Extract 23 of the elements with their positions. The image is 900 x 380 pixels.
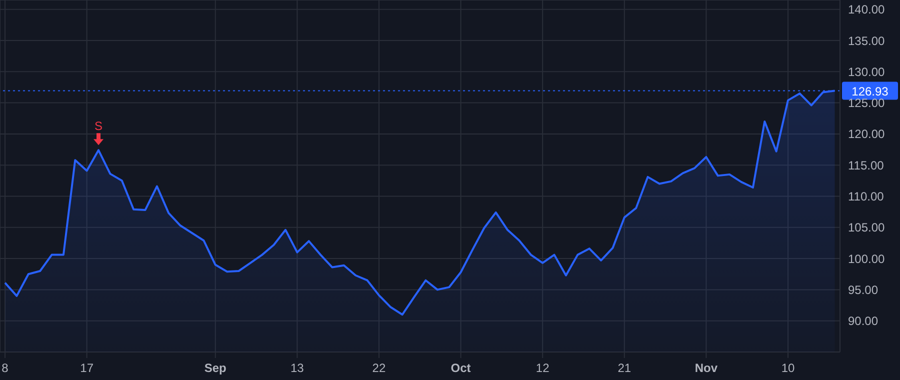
x-tick-label: 10 <box>781 361 795 375</box>
x-tick-label: 13 <box>290 361 304 375</box>
x-tick-label: 8 <box>2 361 9 375</box>
y-tick-label: 125.00 <box>848 96 886 110</box>
x-tick-label: 12 <box>536 361 550 375</box>
y-tick-label: 135.00 <box>848 34 886 48</box>
x-tick-label: 17 <box>80 361 94 375</box>
x-tick-label: Sep <box>204 361 226 375</box>
annotation: S <box>94 119 103 134</box>
ref-line-label: 126.93 <box>852 84 889 98</box>
y-tick-label: 140.00 <box>848 2 886 17</box>
y-tick-label: 95.00 <box>848 282 878 297</box>
y-tick-label: 120.00 <box>848 127 886 142</box>
y-tick-label: 100.00 <box>848 252 886 266</box>
y-tick-label: 90.00 <box>848 314 878 328</box>
x-tick-label: 21 <box>618 361 632 375</box>
x-tick-label: Nov <box>694 361 718 375</box>
y-tick-label: 130.00 <box>848 64 886 79</box>
y-tick-label: 110.00 <box>848 190 884 204</box>
x-tick-label: Oct <box>450 361 471 375</box>
y-tick-label: 105.00 <box>848 220 886 235</box>
y-tick-label: 115.00 <box>848 158 884 172</box>
x-tick-label: 22 <box>372 361 386 375</box>
